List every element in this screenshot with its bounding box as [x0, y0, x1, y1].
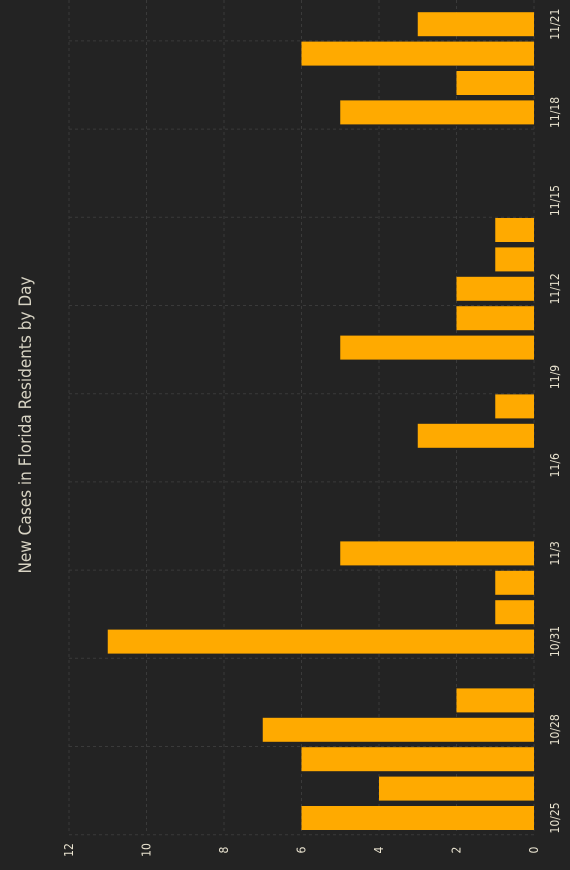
bar-10-25 — [301, 806, 534, 830]
category-tick-label: 11/3 — [548, 541, 562, 565]
bar-10-29 — [456, 688, 534, 713]
bar-10-31 — [107, 629, 534, 654]
bar-11-7 — [417, 423, 534, 448]
bar-11-13 — [495, 247, 534, 272]
bar-11-3 — [340, 541, 534, 566]
value-tick-label: 6 — [295, 846, 309, 853]
bar-11-10 — [340, 335, 534, 360]
tick-layer: 0 2 4 6 8 10 12 10/25 10/28 10/31 11/3 11/6 11/9 11/1… — [62, 9, 562, 857]
bar-11-2 — [495, 570, 534, 595]
category-tick-label: 11/9 — [548, 365, 562, 389]
category-tick-label: 11/15 — [548, 185, 562, 216]
chart-title: New Cases in Florida Residents by Day — [16, 276, 36, 573]
bar-11-14 — [495, 218, 534, 242]
bar-layer — [107, 12, 534, 830]
bar-11-8 — [495, 394, 534, 419]
category-tick-label: 11/6 — [548, 453, 562, 477]
category-tick-label: 11/12 — [548, 273, 562, 304]
category-tick-label: 11/21 — [548, 9, 562, 40]
value-tick-label: 0 — [527, 846, 541, 853]
category-tick-label: 11/18 — [548, 97, 562, 128]
bar-11-18 — [340, 100, 534, 125]
category-tick-label: 10/28 — [548, 714, 562, 745]
category-tick-label: 10/31 — [548, 626, 562, 657]
bar-10-26 — [379, 776, 534, 801]
bar-10-28 — [262, 717, 534, 742]
bar-11-1 — [495, 600, 534, 625]
value-tick-label: 4 — [372, 846, 386, 853]
grid-layer — [68, 0, 535, 836]
bar-11-12 — [456, 276, 534, 301]
bar-11-11 — [456, 306, 534, 331]
value-tick-label: 12 — [62, 843, 76, 857]
value-tick-label: 8 — [217, 846, 231, 853]
category-tick-label: 10/25 — [548, 802, 562, 833]
bar-11-20 — [301, 41, 534, 66]
value-tick-label: 2 — [450, 847, 464, 854]
value-tick-label: 10 — [140, 843, 154, 857]
bar-11-21 — [417, 12, 534, 37]
bar-10-27 — [301, 747, 534, 772]
bar-11-19 — [456, 71, 534, 95]
